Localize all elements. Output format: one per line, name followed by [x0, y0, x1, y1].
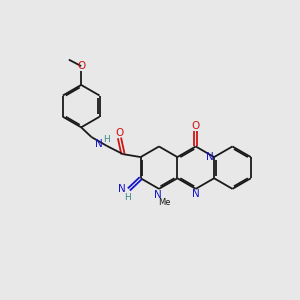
Text: O: O: [115, 128, 124, 138]
Text: N: N: [206, 152, 214, 162]
Text: N: N: [192, 189, 200, 199]
Text: N: N: [154, 190, 161, 200]
Text: H: H: [103, 135, 110, 144]
Text: H: H: [124, 193, 131, 202]
Text: N: N: [118, 184, 126, 194]
Text: O: O: [77, 61, 85, 71]
Text: Me: Me: [158, 199, 171, 208]
Text: N: N: [95, 140, 103, 149]
Text: O: O: [192, 122, 200, 131]
